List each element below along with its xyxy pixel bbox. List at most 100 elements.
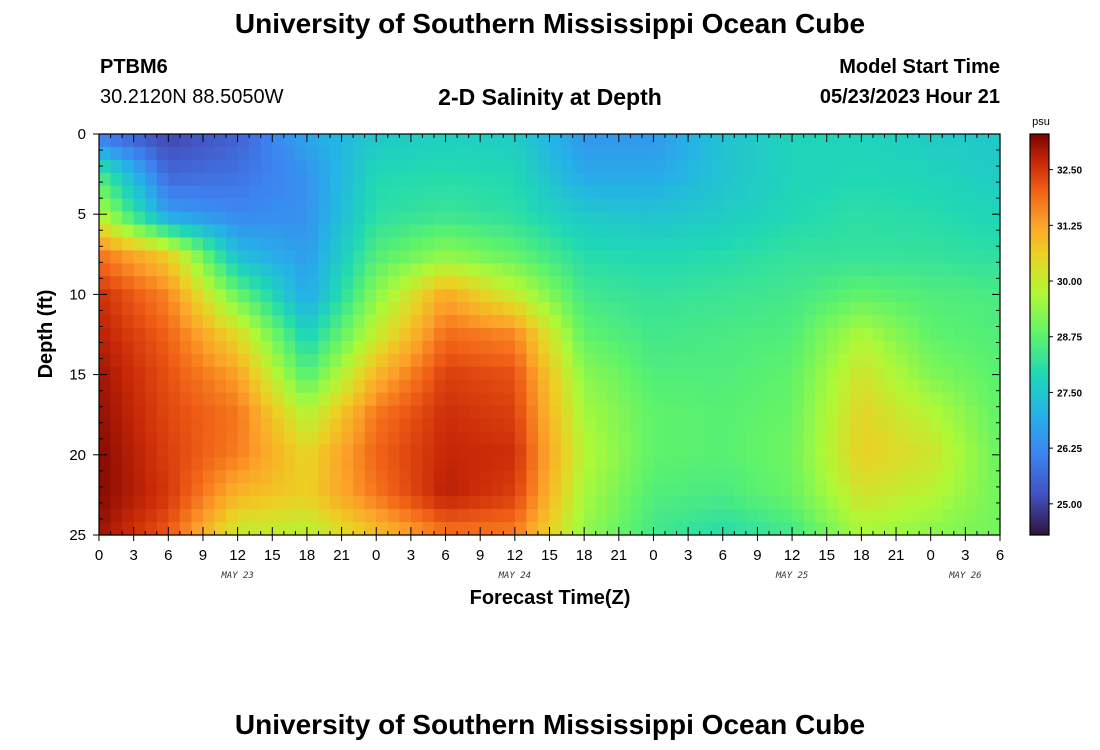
heatmap-cell [387,353,400,368]
heatmap-cell [156,146,169,161]
heatmap-cell [306,328,320,342]
heatmap-cell [364,483,377,497]
heatmap-cell [99,431,112,446]
heatmap-cell [283,328,296,342]
heatmap-cell [676,418,689,433]
heatmap-cell [295,340,308,355]
heatmap-cell [295,405,308,420]
heatmap-cell [433,328,447,342]
heatmap-cell [572,379,585,394]
heatmap-cell [422,522,435,536]
heatmap-cell [976,250,990,264]
heatmap-cell [942,289,955,303]
heatmap-cell [780,366,793,381]
heatmap-cell [607,276,620,290]
heatmap-cell [919,483,932,497]
heatmap-cell [491,134,504,148]
heatmap-cell [399,302,412,316]
heatmap-cell [410,250,424,264]
heatmap-cell [630,392,643,407]
heatmap-cell [768,392,782,407]
heatmap-cell [202,315,216,329]
heatmap-cell [226,340,239,355]
heatmap-cell [514,366,527,381]
heatmap-cell [907,392,920,407]
heatmap-cell [561,315,574,329]
heatmap-cell [665,159,678,174]
heatmap-cell [168,457,181,471]
heatmap-cell [433,237,447,252]
heatmap-cell [607,353,620,368]
heatmap-cell [930,444,943,458]
heatmap-cell [653,289,666,303]
heatmap-cell [110,328,123,342]
heatmap-cell [133,134,146,148]
heatmap-cell [202,198,216,213]
heatmap-cell [792,431,805,446]
heatmap-cell [792,379,805,394]
heatmap-cell [757,237,770,252]
heatmap-cell [584,353,597,368]
heatmap-cell [780,263,793,277]
heatmap-cell [595,483,608,497]
heatmap-cell [953,263,966,277]
heatmap-cell [688,250,701,264]
heatmap-cell [318,496,331,510]
heatmap-cell [179,250,193,264]
heatmap-cell [930,224,943,239]
heatmap-cell [283,509,296,523]
heatmap-cell [607,483,620,497]
heatmap-cell [226,366,239,381]
heatmap-cell [526,366,539,381]
heatmap-cell [757,172,770,187]
heatmap-cell [422,172,435,187]
heatmap-cell [884,444,897,458]
heatmap-cell [734,522,747,536]
heatmap-cell [237,509,250,523]
heatmap-cell [630,185,643,200]
heatmap-cell [757,146,770,161]
heatmap-cell [965,250,978,264]
heatmap-cell [422,198,435,213]
heatmap-cell [468,366,481,381]
heatmap-cell [676,211,689,226]
heatmap-cell [226,509,239,523]
heatmap-cell [584,444,597,458]
heatmap-cell [387,496,400,510]
heatmap-cell [537,483,551,497]
heatmap-cell [792,405,805,420]
heatmap-cell [364,211,377,226]
heatmap-cell [549,431,562,446]
heatmap-cell [665,470,678,484]
heatmap-cell [572,237,585,252]
heatmap-cell [353,509,366,523]
heatmap-cell [318,405,331,420]
heatmap-cell [976,366,990,381]
heatmap-cell [861,457,874,471]
heatmap-cell [595,431,608,446]
heatmap-cell [930,289,943,303]
x-tick-label: 21 [610,547,627,564]
heatmap-cell [745,276,759,290]
x-axis-title: Forecast Time(Z) [470,587,631,609]
heatmap-cell [410,134,424,148]
heatmap-cell [641,172,655,187]
heatmap-cell [861,185,874,200]
heatmap-cell [514,302,527,316]
heatmap-cell [815,237,828,252]
heatmap-cell [942,134,955,148]
heatmap-cell [872,418,886,433]
heatmap-cell [988,328,1001,342]
heatmap-cell [618,405,631,420]
heatmap-cell [526,496,539,510]
heatmap-cell [330,353,343,368]
heatmap-cell [202,159,216,174]
heatmap-cell [734,496,747,510]
heatmap-cell [849,315,862,329]
heatmap-cell [618,198,631,213]
heatmap-cell [757,444,770,458]
heatmap-cell [110,237,123,252]
heatmap-cell [122,159,135,174]
heatmap-cell [907,237,920,252]
heatmap-cell [156,431,169,446]
